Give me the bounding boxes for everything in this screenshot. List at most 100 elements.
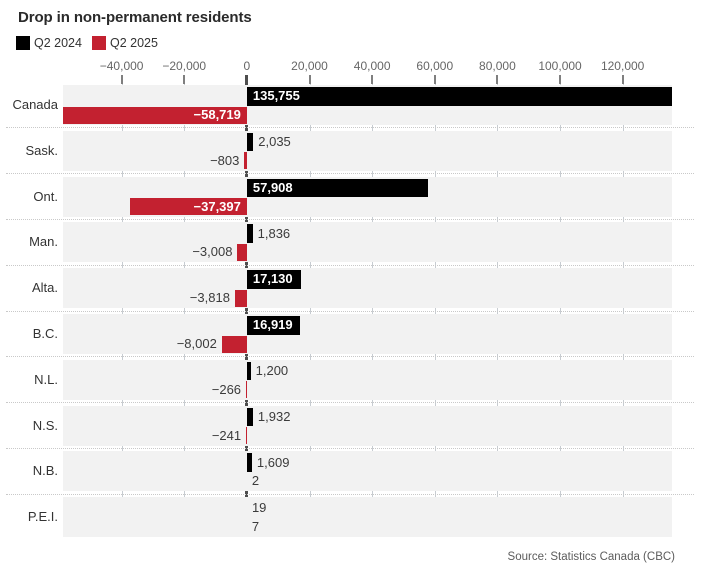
value-label-q2-2024-canada: 135,755: [252, 88, 300, 104]
row-separator: [6, 402, 694, 404]
row-separator: [6, 127, 694, 129]
grid-line: [184, 84, 186, 537]
value-label-q2-2024-p-e-i: 19: [251, 500, 267, 516]
axis-tick-label: −40,000: [99, 59, 144, 73]
row-separator: [6, 356, 694, 358]
legend-label-q2-2024: Q2 2024: [34, 36, 82, 50]
category-label: P.E.I.: [27, 509, 58, 525]
source-note: Source: Statistics Canada (CBC): [507, 551, 675, 563]
value-label-q2-2025-n-b: 2: [251, 473, 260, 489]
row-separator: [6, 448, 694, 449]
value-label-q2-2025-alta: −3,818: [189, 290, 230, 306]
grid-line: [497, 84, 499, 537]
bar-q2-2024-b-c: [246, 316, 300, 335]
category-label: N.L.: [34, 371, 58, 387]
category-label: Man.: [29, 234, 58, 250]
bar-q2-2024-canada: [246, 87, 672, 106]
category-label: Sask.: [25, 142, 58, 158]
legend-item-q2-2024: Q2 2024: [16, 36, 82, 50]
value-label-q2-2025-n-l: −266: [211, 381, 242, 397]
row-band-n-s: [63, 405, 672, 446]
axis-tick-mark: [433, 75, 436, 84]
row-band-p-e-i: [63, 497, 672, 538]
grid-line: [372, 84, 374, 537]
axis-tick-mark: [621, 75, 624, 84]
row-separator: [6, 173, 694, 175]
value-label-q2-2024-alta: 17,130: [252, 271, 293, 287]
legend-label-q2-2025: Q2 2025: [109, 36, 158, 50]
value-label-q2-2024-n-l: 1,200: [255, 363, 289, 379]
category-label: N.B.: [32, 463, 58, 479]
row-separator: [6, 310, 694, 312]
value-label-q2-2025-canada: −58,719: [193, 107, 241, 122]
row-separator: [6, 264, 694, 266]
axis-tick-mark: [496, 75, 499, 84]
bar-q2-2024-n-l: [246, 361, 251, 381]
row-band-alta: [63, 268, 672, 309]
legend: Q2 2024 Q2 2025: [16, 36, 158, 50]
category-label: Canada: [12, 97, 58, 112]
value-label-q2-2025-p-e-i: 7: [251, 519, 260, 535]
axis-tick-mark: [371, 75, 374, 84]
bar-q2-2025-canada: [63, 106, 247, 124]
grid-line: [622, 84, 624, 537]
bar-q2-2025-sask: [244, 152, 247, 170]
bar-q2-2025-man: [237, 243, 247, 261]
axis-tick-label: 60,000: [416, 59, 454, 73]
category-label: Ont.: [33, 188, 58, 204]
row-separator: [6, 219, 694, 220]
value-label-q2-2025-n-s: −241: [211, 427, 242, 443]
axis-tick-label: 80,000: [479, 59, 516, 73]
bar-q2-2025-n-l: [246, 381, 247, 399]
grid-line: [309, 84, 311, 537]
value-label-q2-2024-n-b: 1,609: [256, 454, 290, 470]
axis-tick-label: 0: [243, 59, 251, 73]
chart-title: Drop in non-permanent residents: [18, 9, 252, 26]
axis-tick-label: 100,000: [538, 59, 582, 73]
category-label: Alta.: [31, 280, 58, 296]
row-band-n-b: [63, 451, 672, 492]
grid-line: [434, 84, 436, 537]
bar-q2-2024-n-b: [246, 453, 252, 472]
bar-q2-2025-ont: [129, 198, 247, 216]
category-label: B.C.: [32, 326, 58, 341]
axis-tick-label: 120,000: [600, 59, 645, 73]
value-label-q2-2025-b-c: −8,002: [176, 336, 217, 351]
row-separator: [6, 493, 694, 495]
value-label-q2-2024-man: 1,836: [257, 225, 291, 241]
bar-q2-2024-man: [246, 224, 253, 243]
value-label-q2-2025-man: −3,008: [192, 244, 233, 260]
value-label-q2-2024-sask: 2,035: [258, 134, 291, 150]
bar-q2-2025-n-s: [246, 427, 247, 445]
axis-tick-label: 40,000: [353, 59, 391, 73]
bar-q2-2025-b-c: [221, 335, 247, 353]
axis-tick-mark: [308, 75, 311, 84]
axis-tick-label: 20,000: [291, 59, 328, 73]
value-label-q2-2024-n-s: 1,932: [257, 408, 291, 424]
grid-line: [121, 84, 123, 537]
row-band-man: [63, 222, 672, 263]
axis-tick-label: −20,000: [162, 59, 207, 73]
axis-tick-mark: [183, 75, 186, 84]
legend-swatch-q2-2025: [91, 36, 106, 50]
bar-q2-2024-ont: [246, 178, 429, 198]
bar-q2-2025-alta: [234, 289, 247, 307]
value-label-q2-2024-ont: 57,908: [252, 179, 293, 195]
row-band-b-c: [63, 314, 672, 354]
row-band-n-l: [63, 359, 672, 400]
axis-tick-mark: [120, 75, 123, 84]
legend-item-q2-2025: Q2 2025: [91, 36, 158, 50]
value-label-q2-2025-ont: −37,397: [193, 198, 241, 214]
grid-line: [560, 84, 562, 537]
row-band-sask: [63, 130, 672, 171]
bar-q2-2024-n-s: [246, 407, 253, 427]
value-label-q2-2024-b-c: 16,919: [252, 317, 293, 333]
value-label-q2-2025-sask: −803: [210, 152, 240, 168]
bar-q2-2024-alta: [246, 270, 301, 289]
axis-tick-mark: [559, 75, 562, 84]
bar-q2-2024-sask: [246, 132, 254, 152]
category-label: N.S.: [32, 417, 58, 433]
legend-swatch-q2-2024: [16, 36, 30, 50]
